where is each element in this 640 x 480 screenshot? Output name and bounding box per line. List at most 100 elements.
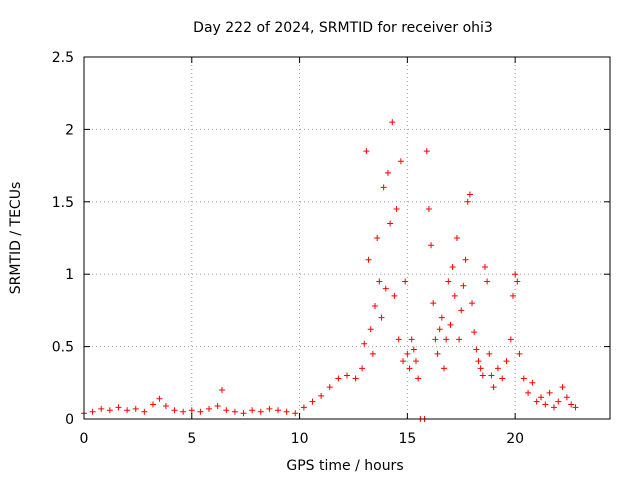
- data-point: [441, 365, 448, 372]
- data-point: [572, 404, 579, 411]
- data-point: [223, 407, 230, 414]
- data-point: [300, 404, 307, 411]
- data-point: [525, 389, 532, 396]
- data-point: [149, 401, 156, 408]
- data-point: [376, 278, 383, 285]
- data-point: [395, 336, 402, 343]
- data-point: [352, 375, 359, 382]
- data-point: [509, 292, 516, 299]
- data-point: [438, 314, 445, 321]
- x-tick-label: 20: [506, 431, 524, 447]
- data-point: [393, 206, 400, 213]
- data-point: [400, 358, 407, 365]
- data-point: [367, 326, 374, 333]
- data-point: [555, 398, 562, 405]
- data-point: [292, 410, 299, 417]
- data-point: [374, 235, 381, 241]
- data-point: [412, 358, 419, 365]
- data-point: [559, 384, 566, 391]
- data-point: [124, 407, 131, 414]
- data-point: [520, 375, 527, 382]
- data-point: [546, 389, 553, 396]
- data-point: [430, 300, 437, 307]
- grid-lines: [84, 57, 610, 419]
- data-point: [428, 242, 435, 249]
- data-point: [514, 278, 521, 285]
- data-point: [266, 405, 273, 412]
- data-point: [458, 307, 465, 314]
- data-point: [218, 387, 225, 394]
- data-point: [214, 402, 221, 409]
- data-point: [423, 148, 430, 155]
- data-point: [89, 408, 96, 415]
- data-point: [106, 407, 113, 414]
- data-point: [499, 375, 506, 382]
- data-point: [335, 375, 342, 382]
- data-point: [477, 365, 484, 372]
- data-point: [206, 405, 213, 412]
- data-point: [188, 407, 195, 414]
- y-axis-label: SRMTID / TECUs: [8, 182, 24, 295]
- data-point: [481, 263, 488, 270]
- chart-title: Day 222 of 2024, SRMTID for receiver ohi…: [193, 20, 493, 36]
- data-point: [410, 346, 417, 353]
- data-point: [115, 404, 122, 411]
- data-point: [180, 408, 187, 415]
- data-point: [538, 394, 545, 401]
- data-point: [408, 336, 415, 343]
- x-tick-label: 15: [398, 431, 416, 447]
- data-point: [257, 408, 264, 415]
- data-point: [382, 285, 389, 292]
- data-point: [432, 336, 439, 343]
- y-tick-label: 2.5: [52, 50, 74, 66]
- data-point: [397, 158, 404, 165]
- data-point: [344, 372, 350, 379]
- data-point: [162, 402, 169, 409]
- data-point: [466, 191, 473, 198]
- data-point: [529, 379, 536, 386]
- data-point: [563, 394, 570, 401]
- data-point: [404, 350, 411, 357]
- data-point: [488, 372, 495, 379]
- data-point: [389, 119, 396, 126]
- data-point: [387, 220, 394, 227]
- data-point: [469, 300, 476, 307]
- data-point: [436, 326, 443, 333]
- data-point: [434, 350, 441, 357]
- data-point: [363, 148, 370, 155]
- data-point: [309, 398, 316, 405]
- x-tick-label: 10: [291, 431, 309, 447]
- data-point: [445, 278, 452, 285]
- data-point: [365, 256, 372, 263]
- data-point: [486, 350, 493, 357]
- data-point: [471, 329, 478, 336]
- data-point: [197, 408, 204, 415]
- data-point: [402, 278, 409, 285]
- data-point: [326, 384, 333, 391]
- data-point: [132, 405, 139, 412]
- data-point: [484, 278, 491, 285]
- data-point: [391, 292, 398, 299]
- data-point: [171, 407, 178, 414]
- data-point: [507, 336, 514, 343]
- y-tick-label: 0.5: [52, 340, 74, 356]
- data-point: [380, 184, 387, 191]
- data-point: [464, 198, 471, 205]
- data-point: [318, 392, 325, 399]
- x-tick-label: 5: [187, 431, 196, 447]
- plot-frame: [83, 56, 611, 420]
- x-axis-label: GPS time / hours: [286, 458, 403, 474]
- data-point: [451, 292, 458, 299]
- data-point: [473, 346, 480, 353]
- y-tick-label: 1: [65, 267, 74, 283]
- data-point: [568, 401, 575, 408]
- data-point: [406, 365, 413, 372]
- data-point: [453, 235, 460, 241]
- data-point: [372, 303, 379, 310]
- data-point: [369, 350, 376, 357]
- data-point: [550, 404, 557, 411]
- data-point: [475, 358, 482, 365]
- data-point: [415, 375, 422, 382]
- data-point: [361, 340, 368, 347]
